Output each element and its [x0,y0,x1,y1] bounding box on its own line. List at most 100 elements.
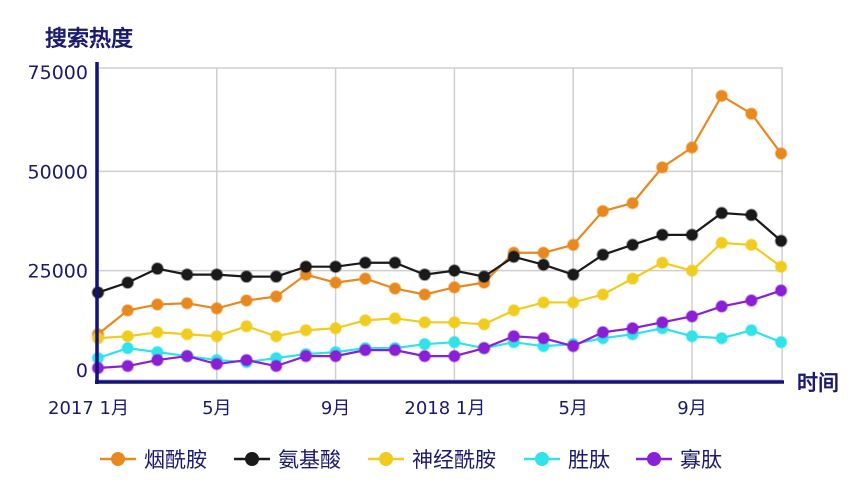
data-point [418,288,432,302]
data-point [685,309,699,323]
data-point [566,268,580,282]
data-point [596,248,610,262]
data-point [240,293,253,307]
data-point [121,276,135,290]
series-line [97,289,782,370]
legend-label: 神经酰胺 [412,448,496,472]
y-tick-label: 0 [76,360,88,382]
data-point [715,236,729,250]
data-point [121,341,135,355]
legend-marker [535,452,549,466]
data-point [240,353,253,367]
data-point [774,146,788,160]
data-point [626,196,640,210]
data-point [774,234,788,248]
data-point [299,349,313,363]
data-point [150,262,164,276]
data-point [774,284,788,298]
data-point [744,293,758,307]
data-point [447,280,461,294]
data-point [715,206,729,220]
data-point [180,349,194,363]
data-point [477,270,491,284]
x-tick-label: 5月 [202,398,231,419]
data-point [299,323,313,337]
x-tick-label: 9月 [677,398,706,419]
data-point [180,296,194,310]
data-point [418,268,432,282]
data-point [447,264,461,278]
data-point [744,107,758,121]
data-point [596,288,610,302]
data-point [329,276,343,290]
y-tick-label: 75000 [28,62,88,84]
data-point [566,238,580,252]
data-point [269,270,283,284]
data-point [210,268,224,282]
data-point [388,343,402,357]
data-point [388,256,402,270]
data-point [150,325,164,339]
data-point [685,228,699,242]
x-tick-label: 5月 [558,398,587,419]
legend-label: 胜肽 [568,448,610,472]
legend-marker [111,452,125,466]
legend-marker [379,452,393,466]
data-point [269,359,283,373]
data-point [685,264,699,278]
data-point [537,295,550,309]
data-point [299,260,313,274]
data-point [655,228,669,242]
series-line [97,94,782,336]
data-point [358,343,372,357]
data-point [507,303,521,317]
data-point [180,268,194,282]
data-point [596,325,610,339]
data-point [358,313,372,327]
series-line [97,211,782,294]
data-point [744,238,758,252]
data-point [685,329,699,343]
data-point [715,89,729,103]
data-point [447,335,461,349]
legend-label: 烟酰胺 [144,448,207,472]
data-point [477,317,491,331]
data-point [418,349,432,363]
data-point [507,250,521,264]
data-point [715,331,729,345]
data-point [240,319,253,333]
y-axis-label: 搜索热度 [45,26,134,52]
data-point [210,301,224,315]
data-point [507,329,521,343]
data-point [774,260,788,274]
data-point [655,160,669,174]
data-point [744,323,758,337]
data-point [329,349,343,363]
data-point [121,359,135,373]
data-point [596,204,610,218]
data-point [121,303,135,317]
data-point [626,238,640,252]
data-point [626,321,640,335]
data-point [269,329,283,343]
data-point [655,256,669,270]
data-point [715,299,729,313]
data-point [150,353,164,367]
data-point [655,315,669,329]
data-point [358,256,372,270]
data-point [418,315,432,329]
data-point [744,208,758,222]
data-point [685,140,699,154]
data-point [388,311,402,325]
data-point [388,282,402,296]
x-tick-label: 9月 [321,398,350,419]
data-point [210,329,224,343]
data-point [626,272,640,286]
data-point [537,331,550,345]
data-point [121,329,135,343]
data-point [358,272,372,286]
data-point [210,357,224,371]
y-tick-label: 25000 [28,261,88,283]
legend-marker [647,452,661,466]
